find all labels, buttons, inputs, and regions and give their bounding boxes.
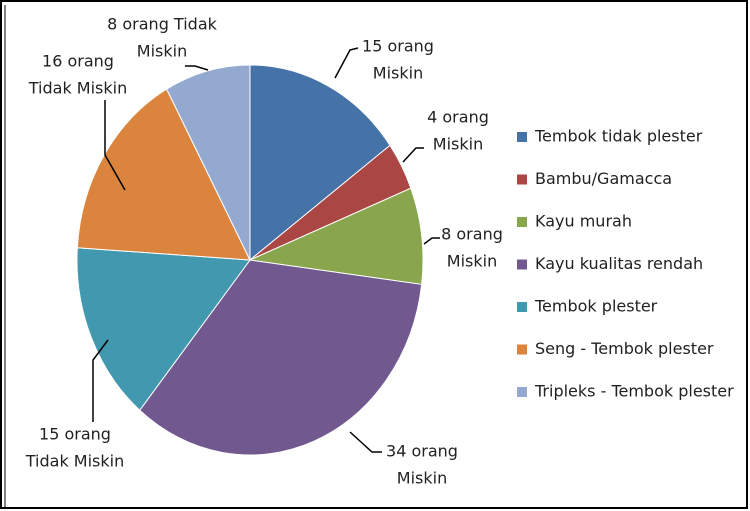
leader-line [334, 47, 359, 79]
data-label: Miskin [373, 64, 423, 83]
pie-slice [248, 187, 424, 286]
legend-swatch [517, 302, 527, 312]
data-label: 15 orang [39, 425, 111, 444]
leader-line [185, 65, 209, 71]
pie-slice [76, 247, 251, 411]
data-label: Miskin [447, 252, 497, 271]
data-label: 15 orang [362, 37, 434, 56]
legend-swatch [517, 387, 527, 397]
legend-label: Kayu kualitas rendah [535, 254, 703, 273]
legend-label: Bambu/Gamacca [535, 169, 672, 188]
leader-line [104, 100, 126, 191]
data-label: Miskin [137, 42, 187, 61]
legend-label: Tripleks - Tembok plester [534, 382, 734, 401]
legend-label: Tembok plester [534, 297, 658, 316]
legend-swatch [517, 174, 527, 185]
leader-line [349, 431, 382, 453]
legend-swatch [517, 344, 527, 355]
data-label: Tidak Miskin [25, 452, 124, 471]
legend-label: Kayu murah [535, 212, 632, 231]
data-label: Tidak Miskin [28, 79, 127, 98]
leader-line [402, 147, 424, 163]
leader-line [423, 237, 440, 245]
pie-slice [166, 64, 251, 261]
leader-line [92, 339, 109, 422]
legend-swatch [517, 259, 527, 270]
data-label: 16 orang [42, 52, 114, 71]
pie-slice [249, 64, 391, 262]
data-label: 8 orang Tidak [107, 15, 218, 34]
legend-label: Tembok tidak plester [534, 127, 703, 146]
data-label: Miskin [433, 135, 483, 154]
pie-slice [139, 259, 423, 456]
data-label: 4 orang [427, 108, 489, 127]
data-label: 8 orang [441, 225, 503, 244]
pie-slice [76, 88, 251, 261]
data-label: Miskin [397, 469, 447, 488]
legend-swatch [517, 217, 527, 227]
legend-label: Seng - Tembok plester [535, 339, 714, 358]
legend-swatch [517, 132, 527, 142]
data-label: 34 orang [386, 442, 458, 461]
